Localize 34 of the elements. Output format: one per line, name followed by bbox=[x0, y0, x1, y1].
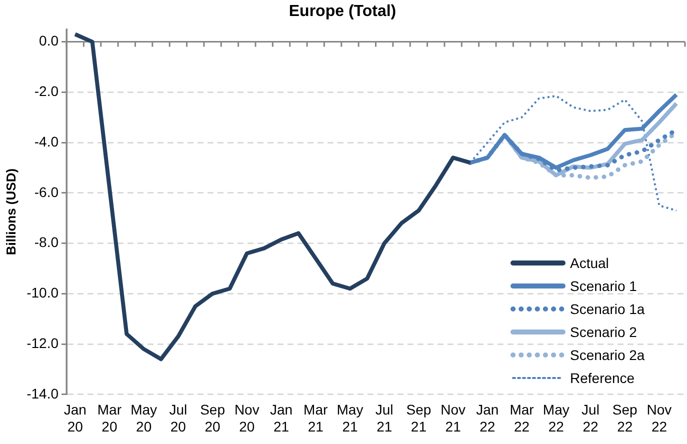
x-tick-label: Jul 22 bbox=[582, 402, 600, 434]
x-tick-label: Sep 20 bbox=[200, 402, 226, 434]
x-tick-label: Nov 21 bbox=[440, 402, 466, 434]
x-tick-label: Mar 22 bbox=[510, 402, 534, 434]
legend-label: Scenario 2 bbox=[570, 324, 637, 340]
legend-label: Reference bbox=[570, 370, 635, 386]
y-tick-label: 0.0 bbox=[39, 32, 59, 49]
x-tick-label: Jan 21 bbox=[270, 402, 293, 434]
chart-title: Europe (Total) bbox=[288, 3, 396, 20]
legend-label: Scenario 1 bbox=[570, 278, 637, 294]
legend-label: Actual bbox=[570, 254, 609, 271]
y-axis-title: Billions (USD) bbox=[3, 168, 18, 256]
x-tick-label: Mar 21 bbox=[304, 402, 328, 434]
y-tick-label: -8.0 bbox=[34, 234, 59, 250]
y-tick-label: -14.0 bbox=[26, 385, 59, 402]
x-tick-label: May 21 bbox=[336, 402, 364, 434]
x-tick-label: Sep 21 bbox=[406, 402, 432, 434]
x-tick-label: Nov 20 bbox=[234, 402, 260, 434]
legend-label: Scenario 1a bbox=[570, 300, 645, 317]
x-tick-label: Jan 22 bbox=[476, 402, 499, 434]
x-tick-label: Jul 20 bbox=[169, 402, 188, 434]
x-tick-label: Nov 22 bbox=[646, 402, 672, 434]
x-tick-label: Jan 20 bbox=[64, 402, 86, 434]
x-tick-label: Mar 20 bbox=[97, 402, 122, 434]
y-tick-label: -2.0 bbox=[34, 83, 59, 100]
x-tick-label: May 22 bbox=[542, 402, 570, 434]
y-tick-label: -4.0 bbox=[34, 133, 59, 150]
y-tick-label: -6.0 bbox=[34, 184, 59, 200]
legend-label: Scenario 2a bbox=[570, 346, 645, 363]
y-tick-label: -10.0 bbox=[26, 284, 59, 301]
x-tick-label: May 20 bbox=[130, 402, 158, 434]
y-tick-label: -12.0 bbox=[26, 334, 59, 351]
x-tick-label: Sep 22 bbox=[612, 402, 638, 434]
x-tick-label: Jul 21 bbox=[375, 402, 394, 434]
